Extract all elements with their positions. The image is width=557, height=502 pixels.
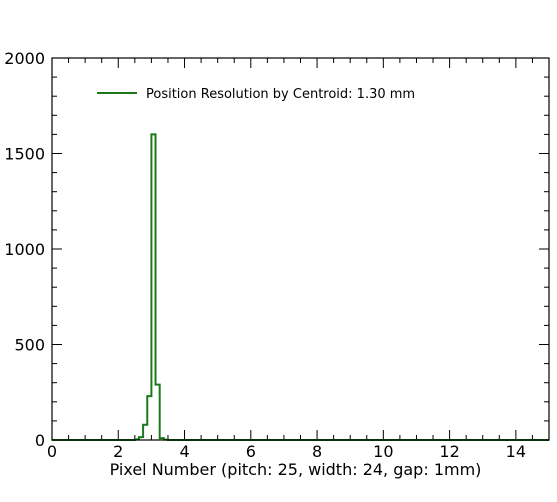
histogram-series-line <box>52 133 549 441</box>
x-tick-label: 10 <box>373 442 393 461</box>
legend: Position Resolution by Centroid: 1.30 mm <box>97 87 415 102</box>
y-tick-label: 1000 <box>4 240 45 259</box>
y-tick-label: 0 <box>35 431 45 450</box>
x-axis-label: Pixel Number (pitch: 25, width: 24, gap:… <box>110 460 482 479</box>
ticks-layer <box>51 57 550 441</box>
legend-entry: Position Resolution by Centroid: 1.30 mm <box>146 87 415 102</box>
y-tick-label: 500 <box>14 336 45 355</box>
x-tick-label: 8 <box>312 442 322 461</box>
labels-layer: 0 2 4 6 8 10 12 14 0 500 1000 1500 2000 <box>4 49 526 461</box>
x-tick-label: 14 <box>506 442 526 461</box>
series-layer <box>52 133 549 441</box>
y-tick-label: 2000 <box>4 49 45 68</box>
x-tick-label: 12 <box>439 442 459 461</box>
y-tick-label: 1500 <box>4 145 45 164</box>
x-tick-label: 4 <box>179 442 189 461</box>
x-tick-label: 6 <box>246 442 256 461</box>
plot-frame <box>51 57 550 441</box>
x-tick-label: 0 <box>47 442 57 461</box>
x-tick-label: 2 <box>113 442 123 461</box>
